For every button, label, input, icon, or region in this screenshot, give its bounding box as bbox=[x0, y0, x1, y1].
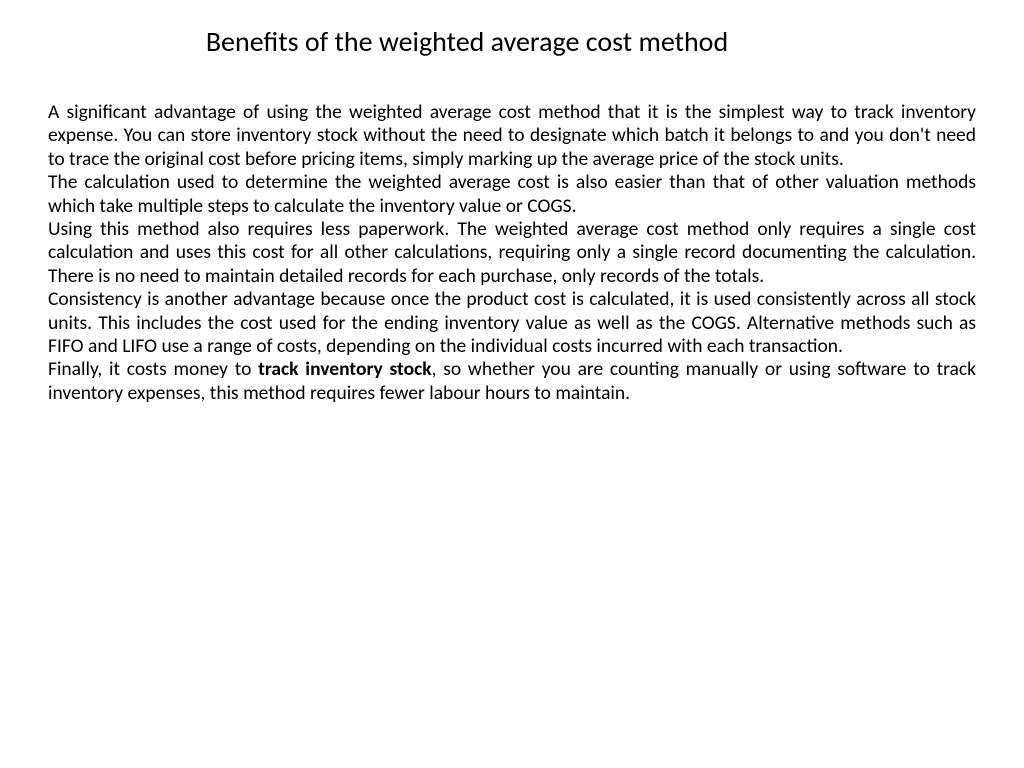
slide-body: A significant advantage of using the wei… bbox=[48, 101, 976, 405]
p5-bold-text: track inventory stock bbox=[258, 357, 431, 381]
p5-text-a: Finally, it costs money to bbox=[48, 357, 258, 381]
slide-container: Benefits of the weighted average cost me… bbox=[0, 0, 1024, 768]
slide-title: Benefits of the weighted average cost me… bbox=[138, 24, 796, 59]
paragraph-3: Using this method also requires less pap… bbox=[48, 218, 976, 288]
paragraph-2: The calculation used to determine the we… bbox=[48, 171, 976, 218]
paragraph-5: Finally, it costs money to track invento… bbox=[48, 358, 976, 405]
paragraph-4: Consistency is another advantage because… bbox=[48, 288, 976, 358]
paragraph-1: A significant advantage of using the wei… bbox=[48, 101, 976, 171]
